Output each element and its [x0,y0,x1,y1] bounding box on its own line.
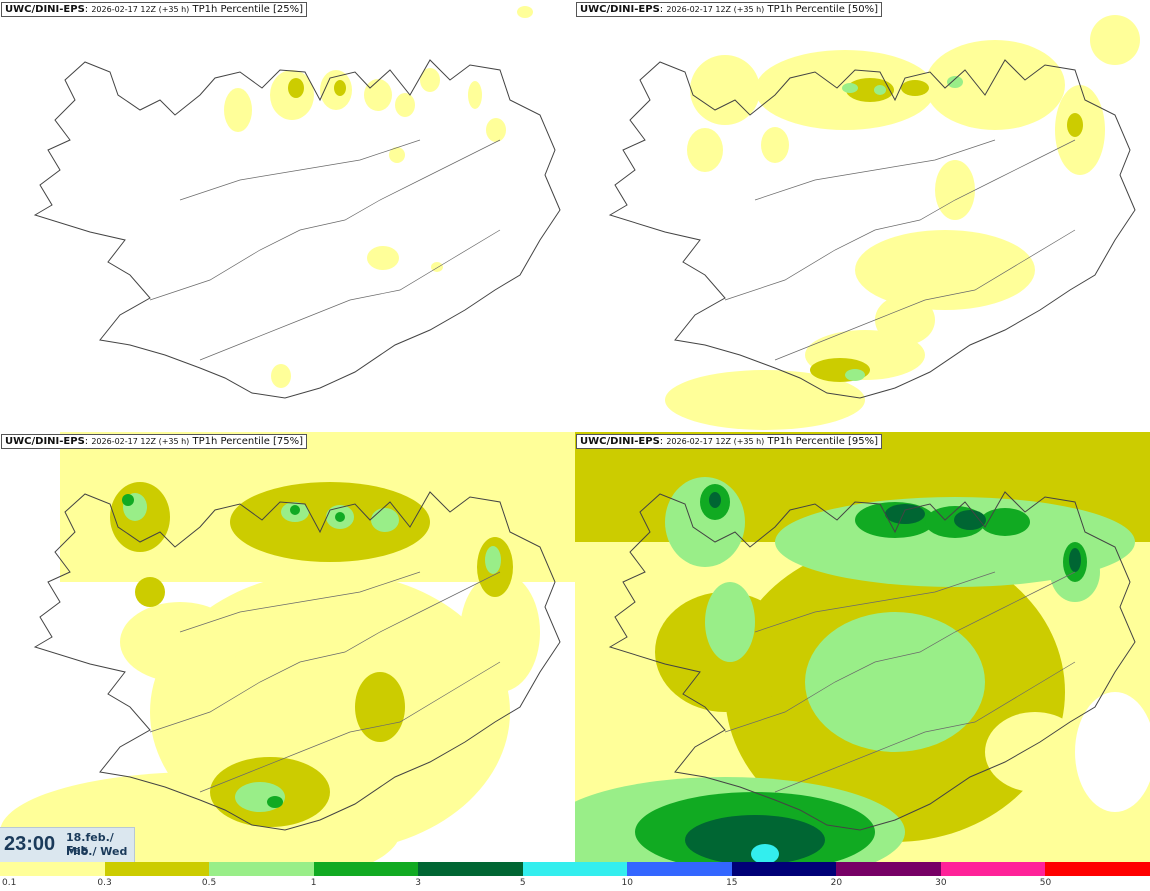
map-panel-p25: UWC/DINI-EPS: 2026-02-17 12Z (+35 h) TP1… [0,0,575,432]
legend-tick-label: 15 [726,878,738,888]
map-panel-p95: UWC/DINI-EPS: 2026-02-17 12Z (+35 h) TP1… [575,432,1150,864]
legend-swatch [209,862,314,876]
coastline [608,59,1136,399]
road-network [149,139,501,361]
field-name: TP1h Percentile [95%] [767,436,879,447]
field-name: TP1h Percentile [75%] [192,436,304,447]
model-name: UWC/DINI-EPS [580,4,660,15]
legend-tick-label: 5 [519,878,526,888]
road-network [724,139,1076,361]
legend-swatch [1045,862,1150,876]
map-panel-p75: UWC/DINI-EPS: 2026-02-17 12Z (+35 h) TP1… [0,432,575,864]
legend-swatch [731,862,837,876]
precip-layer [575,432,1150,864]
legend-ticks: 0.1 0.3 0.5 1 3 5 10 15 20 30 50 [0,876,1150,891]
precip-map-p95 [575,432,1150,864]
model-name: UWC/DINI-EPS [580,436,660,447]
precip-layer [224,6,533,388]
model-name: UWC/DINI-EPS [5,436,85,447]
run-time: 2026-02-17 12Z (+35 h) [91,437,190,446]
precip-layer [0,432,575,864]
legend-tick-label: 0.5 [201,878,217,888]
legend-tick-label: 0.1 [2,878,17,888]
field-name: TP1h Percentile [50%] [767,4,879,15]
legend-swatch [418,862,523,876]
field-name: TP1h Percentile [25%] [192,4,304,15]
legend-swatch [104,862,210,876]
precip-map-p75 [0,432,575,864]
road-network [724,571,1076,793]
valid-time: 23:00 [4,833,56,855]
valid-time-box: 23:00 18.feb./ Feb Mið./ Wed [0,827,135,862]
valid-date: 18.feb./ Feb [66,831,114,857]
road-network [149,571,501,793]
coastline [33,59,561,399]
map-panel-p50: UWC/DINI-EPS: 2026-02-17 12Z (+35 h) TP1… [575,0,1150,432]
legend-tick-label: 10 [621,878,633,888]
coastline [608,491,1136,831]
precip-map-p25 [33,6,561,399]
legend-tick-label: 20 [830,878,843,888]
legend-tick-label: 3 [415,878,422,888]
panel-title: UWC/DINI-EPS: 2026-02-17 12Z (+35 h) TP1… [1,2,308,17]
panel-title: UWC/DINI-EPS: 2026-02-17 12Z (+35 h) TP1… [1,434,308,449]
valid-weekday: Mið./ Wed [66,845,128,858]
legend-tick-label: 0.3 [97,878,112,888]
legend-swatches [0,862,1150,876]
run-time: 2026-02-17 12Z (+35 h) [91,5,190,14]
run-time: 2026-02-17 12Z (+35 h) [666,437,765,446]
model-name: UWC/DINI-EPS [5,4,85,15]
legend-swatch [522,862,628,876]
panel-title: UWC/DINI-EPS: 2026-02-17 12Z (+35 h) TP1… [576,434,883,449]
legend-swatch [0,862,105,876]
precip-map-p50 [608,15,1140,430]
coastline [33,491,561,831]
run-time: 2026-02-17 12Z (+35 h) [666,5,765,14]
legend-swatch [836,862,941,876]
legend-tick-label: 1 [310,878,317,888]
panel-title: UWC/DINI-EPS: 2026-02-17 12Z (+35 h) TP1… [576,2,883,17]
legend-swatch [313,862,419,876]
legend-tick-label: 50 [1039,878,1052,888]
precip-layer [665,15,1140,430]
legend-tick-label: 30 [935,878,947,888]
legend-swatch [627,862,732,876]
legend-swatch [940,862,1046,876]
color-legend: 0.1 0.3 0.5 1 3 5 10 15 20 30 50 [0,862,1150,891]
